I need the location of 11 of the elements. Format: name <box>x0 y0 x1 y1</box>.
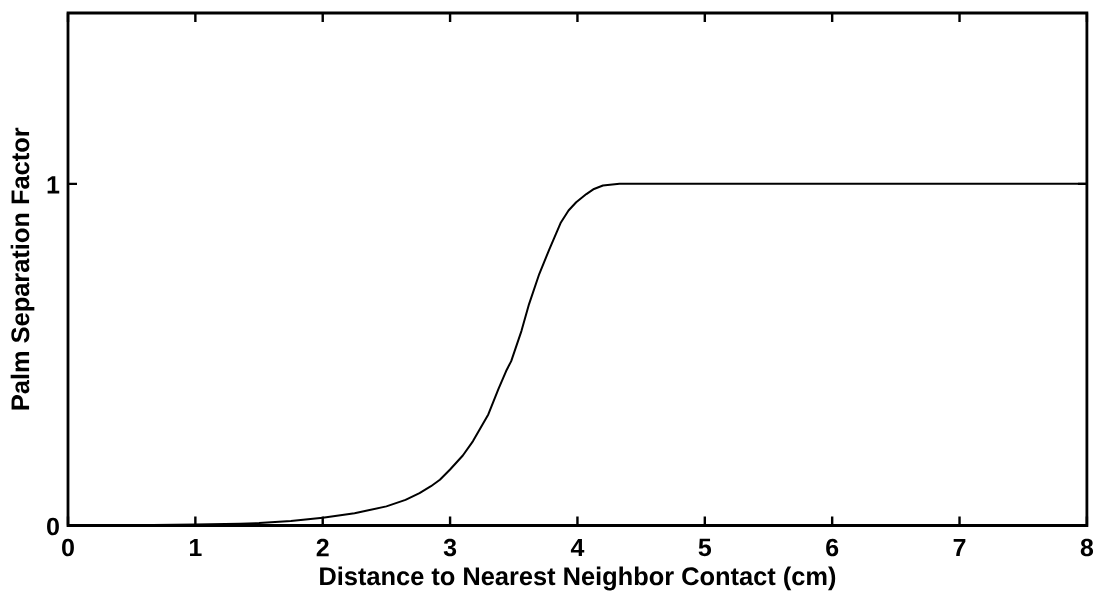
x-axis-title: Distance to Nearest Neighbor Contact (cm) <box>320 566 836 591</box>
x-tick-label: 6 <box>826 538 839 557</box>
y-axis-title: Palm Separation Factor <box>10 127 35 410</box>
x-tick-label: 0 <box>62 538 74 557</box>
x-tick-label: 8 <box>1080 538 1094 557</box>
x-tick-label: 5 <box>698 538 712 557</box>
x-tick-label: 1 <box>190 538 202 557</box>
x-tick-label: 2 <box>316 538 329 557</box>
x-tick-label: 3 <box>443 538 457 557</box>
x-tick-label: 4 <box>570 538 585 557</box>
x-tick-label: 7 <box>953 538 966 557</box>
